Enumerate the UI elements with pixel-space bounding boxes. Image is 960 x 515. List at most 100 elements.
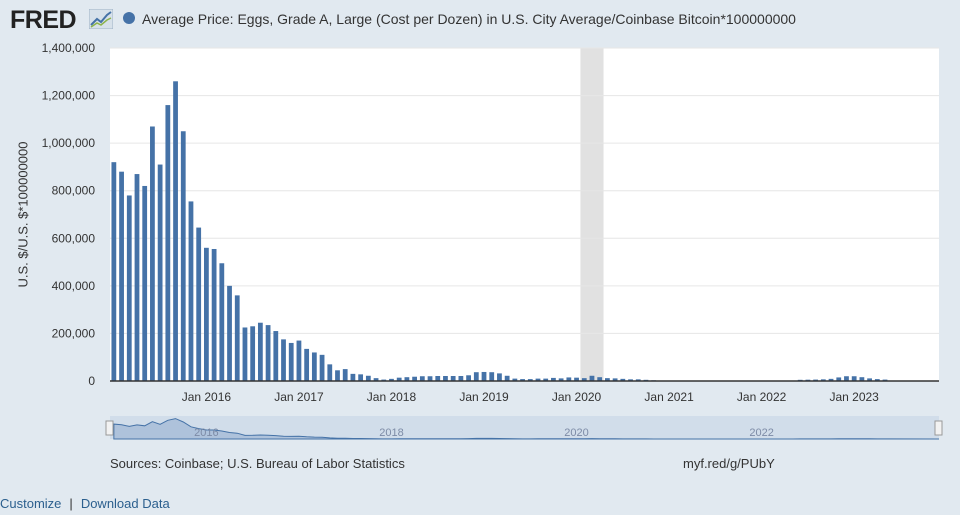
bar[interactable] [412,376,417,381]
bar[interactable] [443,376,448,381]
bar[interactable] [512,378,518,381]
bar[interactable] [250,326,256,381]
bar[interactable] [242,327,248,381]
y-axis-ticks: 0 200,000 400,000 600,000 800,000 1,000,000 1,… [42,41,96,388]
bar[interactable] [227,285,232,381]
bar[interactable] [628,379,633,381]
sources-text: Sources: Coinbase; U.S. Bureau of Labor … [110,456,405,471]
plot-background [110,48,939,381]
bar[interactable] [142,185,148,381]
short-url[interactable]: myf.red/g/PUbY [683,456,775,471]
bar[interactable] [358,374,364,381]
bar[interactable] [350,373,356,381]
bar[interactable] [874,379,880,381]
range-navigator[interactable]: 2016 2018 2020 2022 [105,416,943,440]
bar[interactable] [373,378,379,381]
bar[interactable] [396,377,402,381]
bar[interactable] [188,201,194,381]
navigator-handle-right[interactable] [934,420,943,436]
bar[interactable] [851,376,857,381]
bar[interactable] [589,375,595,381]
bar[interactable] [365,375,371,381]
bar[interactable] [219,263,225,381]
bar[interactable] [288,342,294,381]
bar[interactable] [481,371,487,381]
x-tick-label: Jan 2021 [644,390,694,404]
bar[interactable] [635,379,641,381]
bar[interactable] [134,174,140,381]
bar[interactable] [335,370,340,381]
bar[interactable] [427,376,433,381]
bar[interactable] [450,376,456,381]
x-tick-label: Jan 2020 [552,390,602,404]
x-tick-label: Jan 2023 [829,390,879,404]
bar[interactable] [605,378,610,381]
bar[interactable] [304,348,310,381]
bar[interactable] [458,376,464,381]
bar[interactable] [165,105,171,381]
bar[interactable] [111,162,117,381]
bar[interactable] [404,377,410,381]
fred-logo[interactable]: FRED [10,6,77,34]
bar[interactable] [620,378,626,381]
bar[interactable] [319,354,325,381]
navigator-series-area [113,418,940,440]
bar[interactable] [435,376,441,381]
bar[interactable] [581,378,587,381]
x-tick-label: Jan 2016 [182,390,232,404]
bar[interactable] [311,352,317,381]
customize-link[interactable]: Customize [0,496,62,511]
bar[interactable] [836,377,842,381]
bar[interactable] [504,375,510,381]
bar[interactable] [126,195,132,381]
download-data-link[interactable]: Download Data [80,496,170,511]
bar[interactable] [265,325,271,381]
y-tick-label: 0 [88,374,95,388]
legend-marker [123,12,135,24]
bar[interactable] [551,377,556,381]
bar[interactable] [520,379,525,381]
bar[interactable] [342,369,348,381]
bar[interactable] [543,378,549,381]
navigator-selection[interactable] [110,416,939,439]
bar[interactable] [173,81,178,382]
bar[interactable] [281,339,286,381]
x-tick-label: Jan 2022 [737,390,787,404]
bar[interactable] [119,171,124,381]
bar[interactable] [327,364,333,381]
bar[interactable] [204,247,209,381]
bar[interactable] [497,373,502,381]
footer-links: Customize | Download Data [0,496,170,511]
bar[interactable] [389,378,394,381]
bar[interactable] [257,322,263,381]
series-title[interactable]: Average Price: Eggs, Grade A, Large (Cos… [142,11,796,27]
bar[interactable] [535,378,541,381]
bar[interactable] [489,372,495,381]
grid-lines [110,47,939,334]
bar[interactable] [527,379,533,381]
bar[interactable] [574,377,579,381]
bar[interactable] [612,378,618,381]
bar[interactable] [820,379,826,381]
bar[interactable] [419,376,425,381]
bar[interactable] [157,164,163,381]
navigator-label: 2018 [379,427,403,439]
bar[interactable] [211,248,217,381]
bar[interactable] [234,295,240,381]
bar[interactable] [466,375,471,381]
bar[interactable] [828,378,834,381]
bar[interactable] [296,340,302,381]
bar[interactable] [473,372,479,381]
bar[interactable] [566,377,572,381]
bar[interactable] [867,378,872,381]
bar[interactable] [844,376,849,381]
bar[interactable] [150,126,155,381]
bar[interactable] [273,331,279,381]
navigator-handle-left[interactable] [105,420,114,436]
bar[interactable] [558,378,564,381]
bar[interactable] [196,227,202,381]
bar[interactable] [859,377,865,381]
y-tick-label: 600,000 [52,231,96,245]
bar[interactable] [597,377,603,381]
bar[interactable] [180,131,186,381]
